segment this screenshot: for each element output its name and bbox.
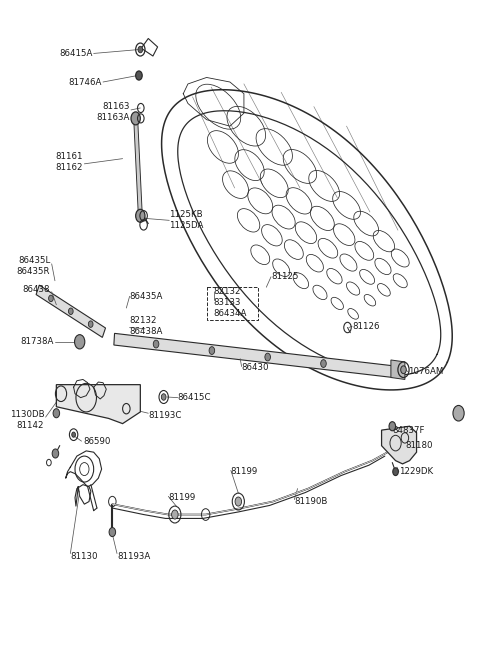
Text: 86438: 86438	[23, 286, 50, 294]
Text: 81126: 81126	[352, 322, 380, 331]
Polygon shape	[56, 384, 140, 424]
Text: 1125KB
1125DA: 1125KB 1125DA	[169, 210, 204, 231]
Circle shape	[153, 340, 159, 348]
Text: 82132
83133
86434A: 82132 83133 86434A	[214, 288, 247, 318]
Text: 81125: 81125	[271, 272, 299, 282]
Circle shape	[389, 422, 396, 431]
Circle shape	[53, 409, 60, 418]
Text: 82132
86438A: 82132 86438A	[130, 316, 163, 336]
Text: 81180: 81180	[405, 441, 432, 450]
Circle shape	[136, 71, 142, 80]
Polygon shape	[382, 426, 417, 464]
Circle shape	[136, 210, 145, 222]
Circle shape	[74, 335, 85, 349]
Text: 81193C: 81193C	[148, 411, 181, 420]
Text: 84837F: 84837F	[392, 426, 425, 435]
Polygon shape	[391, 360, 405, 379]
Circle shape	[265, 353, 270, 361]
Text: 81199: 81199	[231, 467, 258, 476]
Circle shape	[138, 47, 143, 53]
Circle shape	[72, 432, 75, 438]
Circle shape	[235, 497, 241, 506]
Circle shape	[48, 295, 53, 302]
Text: 86415A: 86415A	[59, 49, 92, 58]
Circle shape	[171, 510, 178, 519]
Text: 81161
81162: 81161 81162	[56, 152, 83, 172]
Circle shape	[52, 449, 59, 458]
Text: 86435L
86435R: 86435L 86435R	[17, 255, 50, 276]
Text: 81163
81163A: 81163 81163A	[96, 102, 130, 122]
Circle shape	[131, 112, 140, 125]
Polygon shape	[114, 333, 394, 377]
Circle shape	[321, 360, 326, 367]
Text: 1130DB
81142: 1130DB 81142	[10, 409, 44, 430]
Circle shape	[109, 527, 116, 536]
Text: 81746A: 81746A	[68, 77, 102, 86]
Circle shape	[88, 321, 93, 328]
Text: 86415C: 86415C	[178, 393, 211, 402]
Text: 81199: 81199	[168, 493, 195, 502]
Text: 86435A: 86435A	[130, 292, 163, 301]
Polygon shape	[36, 285, 106, 337]
Circle shape	[401, 365, 406, 373]
Text: 81193A: 81193A	[117, 552, 150, 561]
Circle shape	[69, 308, 73, 314]
Text: 81738A: 81738A	[20, 337, 54, 346]
Text: 81130: 81130	[71, 552, 98, 561]
Text: 1076AM: 1076AM	[408, 367, 444, 376]
Text: 86590: 86590	[83, 437, 110, 445]
Circle shape	[161, 394, 166, 400]
Text: 81190B: 81190B	[294, 497, 328, 506]
Circle shape	[453, 405, 464, 421]
Circle shape	[393, 468, 398, 476]
Circle shape	[209, 346, 215, 354]
Text: 1229DK: 1229DK	[399, 467, 433, 476]
Text: 86430: 86430	[241, 364, 269, 372]
